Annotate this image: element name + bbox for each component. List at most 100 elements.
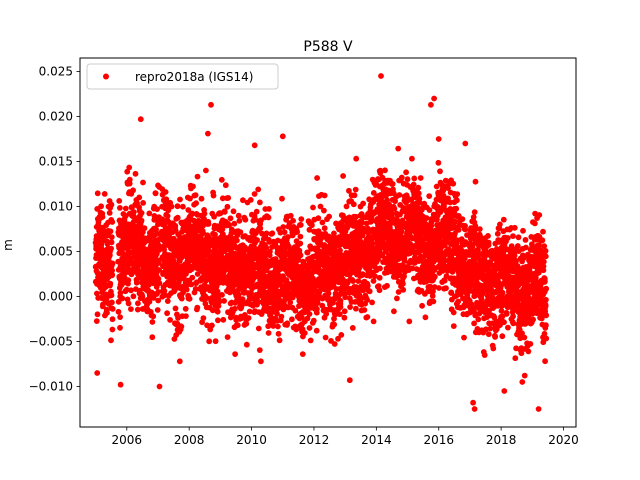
data-point [200, 315, 207, 321]
data-point [255, 325, 262, 332]
data-point [341, 314, 348, 321]
data-point [319, 302, 326, 309]
data-point [340, 212, 346, 219]
data-point [278, 313, 285, 320]
data-point [378, 73, 384, 79]
data-point [138, 210, 145, 216]
data-point [221, 298, 228, 304]
data-point [275, 323, 281, 330]
data-point [243, 320, 250, 327]
data-point [297, 222, 304, 228]
data-point [281, 229, 288, 236]
data-point [353, 155, 360, 162]
data-point [400, 286, 407, 293]
data-point [315, 215, 322, 222]
data-point [340, 173, 346, 179]
data-point [542, 303, 549, 309]
data-point [510, 233, 516, 240]
data-point [182, 305, 189, 312]
data-point [140, 179, 146, 186]
data-point [487, 325, 494, 332]
data-point [497, 221, 503, 228]
data-point [154, 230, 161, 237]
data-point [536, 212, 543, 218]
data-point [430, 298, 437, 305]
data-point [108, 239, 115, 246]
data-point [398, 174, 405, 181]
data-point [117, 205, 123, 211]
data-point [522, 237, 529, 243]
data-point [130, 209, 137, 216]
data-point [219, 226, 226, 233]
data-point [265, 330, 272, 336]
data-point [115, 308, 122, 315]
data-point [146, 210, 153, 217]
data-point [499, 333, 506, 340]
data-point [164, 213, 171, 219]
data-point [369, 299, 375, 306]
data-point [236, 217, 243, 224]
data-point [194, 304, 201, 311]
data-point [540, 258, 547, 265]
data-point [510, 320, 517, 327]
data-point [292, 307, 299, 314]
data-point [130, 187, 137, 194]
data-point [349, 325, 356, 331]
data-point [212, 231, 218, 238]
data-point [298, 216, 305, 223]
data-point [161, 288, 168, 294]
data-point [137, 116, 144, 123]
data-point [431, 273, 438, 280]
data-point [155, 297, 162, 304]
data-point [485, 331, 492, 338]
data-point [331, 230, 337, 237]
data-point [428, 101, 434, 108]
data-point [395, 145, 402, 152]
data-point [450, 323, 457, 329]
data-point [234, 237, 240, 244]
data-point [471, 406, 478, 412]
data-point [326, 213, 332, 220]
data-point [394, 295, 400, 302]
data-point [461, 334, 467, 341]
data-point [107, 228, 114, 235]
data-point [94, 190, 101, 197]
data-point [280, 224, 287, 230]
data-point [126, 164, 133, 171]
data-point [377, 265, 383, 272]
data-point [189, 210, 196, 217]
data-point [389, 181, 396, 187]
data-point [404, 176, 411, 183]
data-point [231, 220, 238, 227]
data-point [366, 288, 373, 295]
data-point [301, 330, 308, 336]
data-point [117, 290, 124, 296]
data-point [527, 341, 534, 347]
data-point [177, 196, 183, 203]
data-point [400, 280, 406, 287]
data-point [215, 317, 221, 324]
data-point [216, 298, 223, 305]
data-point [108, 234, 115, 241]
data-point [370, 318, 377, 325]
data-point [317, 203, 324, 210]
data-point [167, 317, 174, 323]
data-points [92, 73, 550, 412]
data-point [376, 287, 383, 294]
data-point [235, 291, 242, 298]
data-point [149, 319, 156, 325]
data-point [510, 313, 516, 320]
data-point [319, 219, 326, 226]
data-point [519, 379, 526, 385]
data-point [214, 308, 221, 315]
data-point [543, 322, 549, 329]
data-point [98, 203, 104, 210]
data-point [462, 226, 469, 233]
data-point [321, 192, 328, 199]
data-point [230, 208, 237, 215]
data-point [101, 191, 108, 197]
data-point [450, 309, 457, 316]
data-point [324, 255, 331, 261]
data-point [309, 222, 315, 229]
data-point [154, 206, 161, 213]
